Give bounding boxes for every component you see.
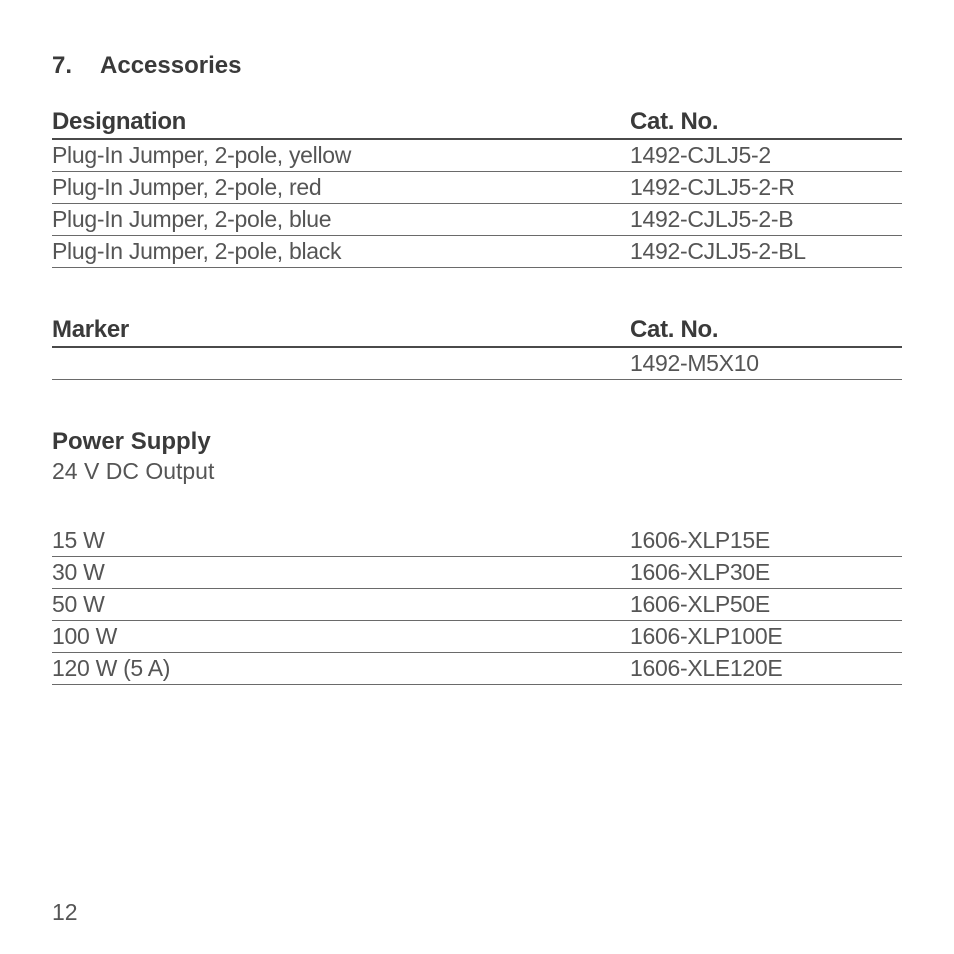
page-number: 12 — [52, 899, 78, 926]
table-row: 30 W 1606-XLP30E — [52, 557, 902, 589]
section-heading: 7. Accessories — [52, 52, 902, 80]
power-supply-section: Power Supply 24 V DC Output 15 W 1606-XL… — [52, 428, 902, 685]
catno-cell: 1606-XLP100E — [630, 623, 902, 650]
catno-cell: 1492-CJLJ5-2-B — [630, 206, 902, 233]
table-row: Plug-In Jumper, 2-pole, blue 1492-CJLJ5-… — [52, 204, 902, 236]
table-row: 15 W 1606-XLP15E — [52, 525, 902, 557]
power-supply-heading: Power Supply — [52, 428, 902, 456]
wattage-cell: 15 W — [52, 527, 630, 554]
wattage-cell: 100 W — [52, 623, 630, 650]
table-row: Plug-In Jumper, 2-pole, red 1492-CJLJ5-2… — [52, 172, 902, 204]
table-row: 50 W 1606-XLP50E — [52, 589, 902, 621]
wattage-cell: 120 W (5 A) — [52, 655, 630, 682]
table-row: Plug-In Jumper, 2-pole, yellow 1492-CJLJ… — [52, 140, 902, 172]
catno-cell: 1606-XLP30E — [630, 559, 902, 586]
table-row: 1492-M5X10 — [52, 348, 902, 380]
catno-cell: 1492-CJLJ5-2-R — [630, 174, 902, 201]
designation-header: Designation — [52, 108, 630, 136]
marker-table: Marker Cat. No. 1492-M5X10 — [52, 316, 902, 380]
section-number: 7. — [52, 52, 72, 80]
table-header-row: Designation Cat. No. — [52, 108, 902, 140]
marker-header: Marker — [52, 316, 630, 344]
marker-cell — [52, 350, 630, 377]
designation-cell: Plug-In Jumper, 2-pole, black — [52, 238, 630, 265]
catno-cell: 1492-CJLJ5-2-BL — [630, 238, 902, 265]
catno-header: Cat. No. — [630, 316, 902, 344]
designation-table: Designation Cat. No. Plug-In Jumper, 2-p… — [52, 108, 902, 268]
table-row: 100 W 1606-XLP100E — [52, 621, 902, 653]
wattage-cell: 30 W — [52, 559, 630, 586]
power-supply-table: 15 W 1606-XLP15E 30 W 1606-XLP30E 50 W 1… — [52, 525, 902, 685]
table-row: 120 W (5 A) 1606-XLE120E — [52, 653, 902, 685]
table-header-row: Marker Cat. No. — [52, 316, 902, 348]
designation-cell: Plug-In Jumper, 2-pole, red — [52, 174, 630, 201]
catno-header: Cat. No. — [630, 108, 902, 136]
catno-cell: 1492-CJLJ5-2 — [630, 142, 902, 169]
catno-cell: 1606-XLP15E — [630, 527, 902, 554]
designation-cell: Plug-In Jumper, 2-pole, yellow — [52, 142, 630, 169]
section-title: Accessories — [100, 52, 241, 79]
table-row: Plug-In Jumper, 2-pole, black 1492-CJLJ5… — [52, 236, 902, 268]
catno-cell: 1492-M5X10 — [630, 350, 902, 377]
catno-cell: 1606-XLE120E — [630, 655, 902, 682]
power-supply-subheading: 24 V DC Output — [52, 458, 902, 485]
catno-cell: 1606-XLP50E — [630, 591, 902, 618]
wattage-cell: 50 W — [52, 591, 630, 618]
designation-cell: Plug-In Jumper, 2-pole, blue — [52, 206, 630, 233]
